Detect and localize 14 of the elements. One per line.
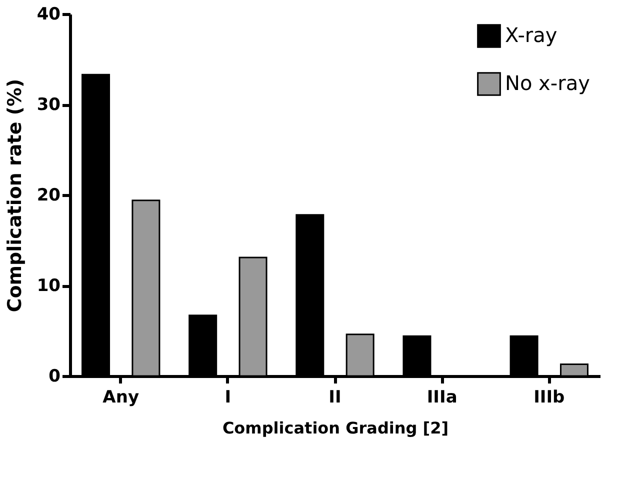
- x-tick-label: II: [328, 388, 342, 408]
- legend-label: No x-ray: [505, 71, 590, 95]
- y-tick-label: 10: [36, 276, 61, 296]
- y-tick-label: 30: [36, 95, 61, 115]
- y-tick-label: 40: [36, 4, 61, 24]
- x-axis-title: Complication Grading [2]: [222, 418, 449, 438]
- x-tick-label: IIIa: [426, 388, 458, 408]
- y-tick-label: 20: [36, 186, 61, 206]
- x-tick-label: Any: [102, 388, 140, 408]
- x-tick-label: IIIb: [534, 388, 565, 408]
- x-tick-label: I: [224, 388, 232, 408]
- y-axis-title: Complication rate (%): [4, 78, 26, 312]
- legend-label: X-ray: [505, 23, 558, 47]
- y-tick-label: 0: [48, 366, 61, 386]
